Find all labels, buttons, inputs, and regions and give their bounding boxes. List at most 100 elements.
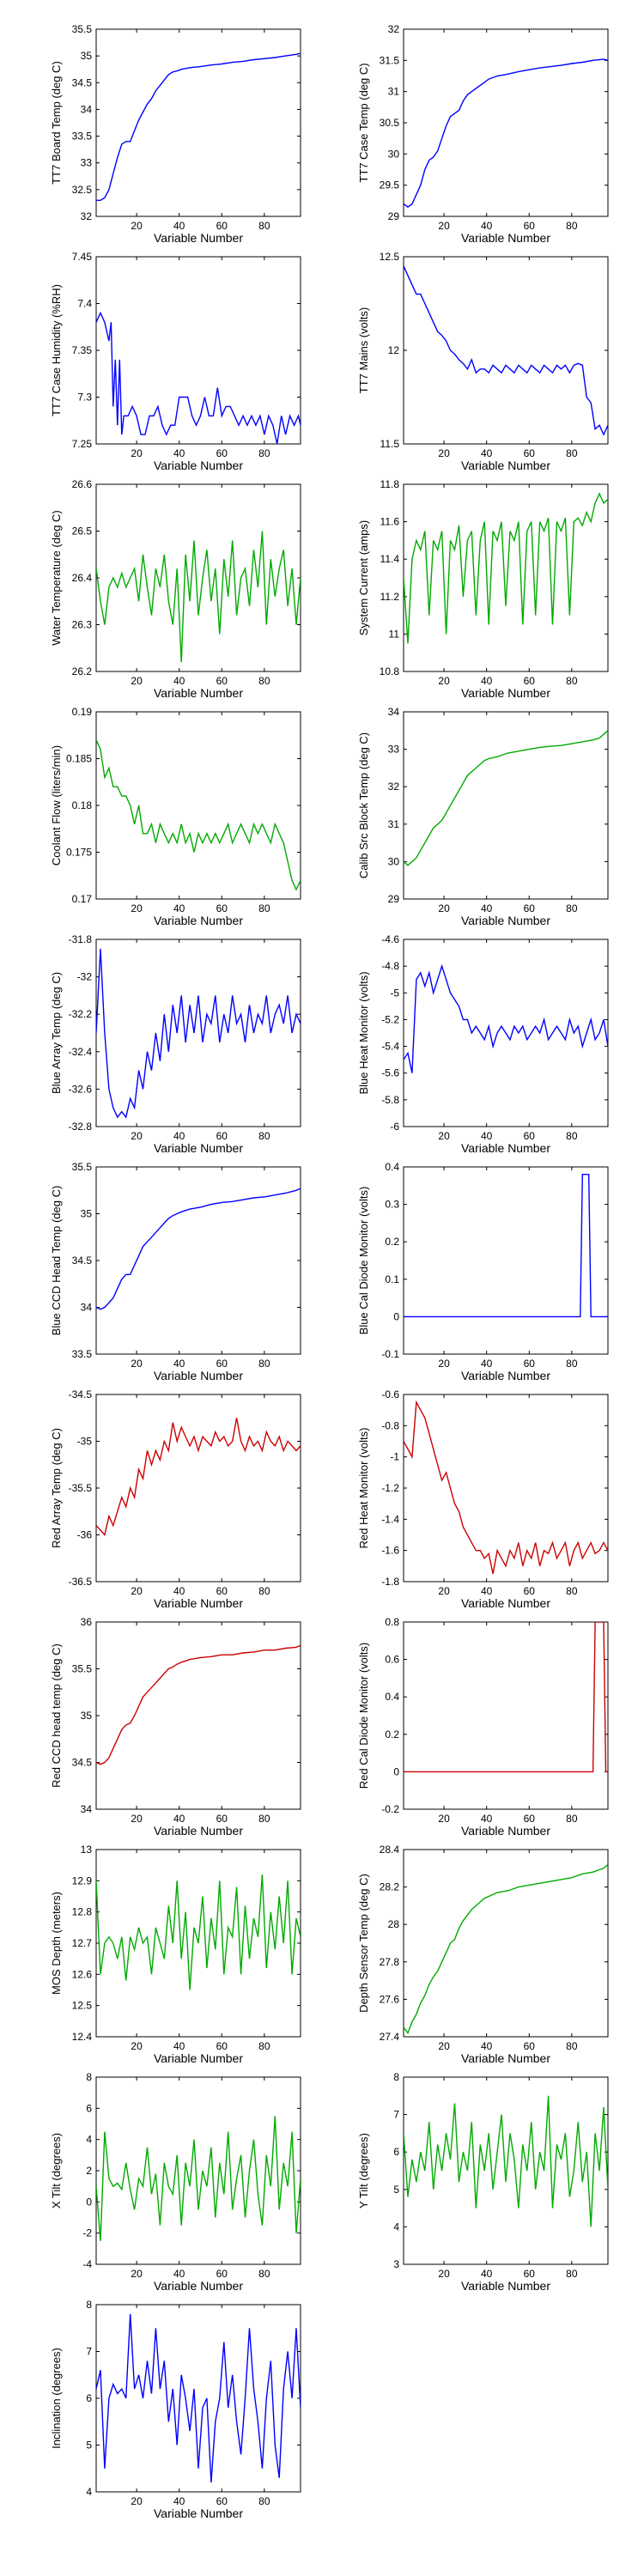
series-line <box>96 739 301 891</box>
y-tick-label: 27.4 <box>380 2031 400 2043</box>
y-tick-label: 32 <box>388 781 400 793</box>
y-tick-label: -2 <box>82 2227 92 2239</box>
x-tick-label: 80 <box>566 902 578 914</box>
y-tick-label: 34 <box>81 103 93 115</box>
y-axis-label: Blue Array Temp (deg C) <box>50 972 63 1094</box>
x-tick-label: 80 <box>258 1813 270 1825</box>
y-tick-label: -32.2 <box>69 1008 93 1020</box>
x-tick-label: 20 <box>131 2040 143 2052</box>
x-tick-label: 20 <box>438 220 450 232</box>
y-tick-label: 0.4 <box>385 1161 399 1173</box>
series-line <box>96 1418 301 1536</box>
x-tick-label: 20 <box>438 447 450 459</box>
x-tick-label: 20 <box>131 2268 143 2280</box>
y-axis-label: MOS Depth (meters) <box>50 1892 63 1995</box>
x-axis-label: Variable Number <box>154 231 243 245</box>
axes-frame <box>95 1394 301 1583</box>
x-tick-label: 40 <box>173 2040 185 2052</box>
x-axis-label: Variable Number <box>461 1369 550 1382</box>
subplot-9: -31.8 -32 -32.2 -32.4 -32.6 -32.8 20 40 60 80 Vari… <box>50 933 301 1155</box>
y-tick-label: 0.8 <box>385 1616 399 1628</box>
y-tick-label: 35.5 <box>72 1161 93 1173</box>
x-tick-label: 40 <box>481 220 493 232</box>
y-tick-label: 7.35 <box>72 344 93 356</box>
y-tick-label: -36 <box>77 1529 93 1541</box>
x-axis-label: Variable Number <box>154 914 243 927</box>
y-tick-label: 0 <box>393 1765 399 1777</box>
x-tick-label: 40 <box>481 1358 493 1370</box>
y-tick-label: 0.185 <box>66 753 92 765</box>
subplot-18: 28.4 28.2 28 27.8 27.6 27.4 20 40 60 80 Variable N… <box>357 1844 609 2065</box>
x-tick-label: 40 <box>481 1585 493 1597</box>
x-tick-label: 40 <box>173 1585 185 1597</box>
x-tick-label: 20 <box>131 675 143 687</box>
y-tick-label: -5.2 <box>381 1013 399 1025</box>
series-line <box>96 948 301 1119</box>
x-axis-label: Variable Number <box>461 914 550 927</box>
y-tick-label: 7.45 <box>72 251 93 263</box>
x-tick-label: 20 <box>438 1358 450 1370</box>
y-tick-label: 26.3 <box>72 619 93 631</box>
x-tick-label: 80 <box>258 1585 270 1597</box>
y-tick-label: 28.2 <box>380 1881 400 1893</box>
y-tick-label: 0 <box>393 1310 399 1322</box>
x-axis-label: Variable Number <box>154 459 243 472</box>
axes-frame <box>403 256 609 445</box>
y-tick-label: 26.6 <box>72 478 93 490</box>
axes-frame <box>95 711 301 900</box>
y-tick-label: -32.8 <box>69 1121 93 1133</box>
y-axis-label: TT7 Board Temp (deg C) <box>50 61 63 185</box>
x-tick-label: 60 <box>524 675 536 687</box>
y-tick-label: 8 <box>86 2299 92 2311</box>
y-tick-label: 34.5 <box>72 1255 93 1267</box>
x-tick-label: 80 <box>258 447 270 459</box>
subplot-11: 35.5 35 34.5 34 33.5 20 40 60 80 Variable Number B… <box>50 1161 301 1382</box>
y-tick-label: 35.5 <box>72 23 93 35</box>
x-axis-label: Variable Number <box>461 2051 550 2065</box>
y-axis-label: X Tilt (degrees) <box>50 2133 63 2208</box>
y-tick-label: 36 <box>81 1616 93 1628</box>
y-tick-label: 4 <box>86 2134 92 2146</box>
x-tick-label: 40 <box>173 2268 185 2280</box>
series-line <box>404 1863 608 2035</box>
x-tick-label: 80 <box>566 1130 578 1142</box>
y-tick-label: 29.5 <box>380 179 400 191</box>
x-axis-label: Variable Number <box>154 1596 243 1610</box>
y-tick-label: 0.175 <box>66 847 92 859</box>
y-tick-label: 33 <box>81 157 93 169</box>
x-tick-label: 20 <box>438 902 450 914</box>
y-tick-label: 28.4 <box>380 1844 400 1856</box>
x-tick-label: 60 <box>216 2495 228 2507</box>
y-axis-label: Coolant Flow (liters/min) <box>50 745 63 866</box>
subplot-8: 34 33 32 31 30 29 20 40 60 80 Variable Number Calib… <box>357 706 609 927</box>
y-tick-label: 11.8 <box>380 478 400 490</box>
series-line <box>96 1188 301 1310</box>
x-tick-label: 60 <box>524 1585 536 1597</box>
y-tick-label: 12 <box>388 344 400 356</box>
x-axis-label: Variable Number <box>461 1141 550 1155</box>
y-tick-label: 26.4 <box>72 572 93 584</box>
y-tick-label: -35.5 <box>69 1482 93 1494</box>
x-tick-label: 60 <box>216 447 228 459</box>
axes-frame <box>403 2076 609 2265</box>
y-tick-label: 33.5 <box>72 131 93 143</box>
y-tick-label: 12.8 <box>72 1906 93 1918</box>
x-tick-label: 80 <box>566 1813 578 1825</box>
series-line <box>404 730 608 866</box>
x-tick-label: 20 <box>131 1585 143 1597</box>
y-tick-label: 12.7 <box>72 1937 93 1949</box>
x-axis-label: Variable Number <box>461 231 550 245</box>
x-axis-label: Variable Number <box>154 1824 243 1838</box>
x-tick-label: 80 <box>566 447 578 459</box>
x-tick-label: 40 <box>173 220 185 232</box>
y-tick-label: 33.5 <box>72 1348 93 1360</box>
y-axis-label: System Current (amps) <box>357 520 370 635</box>
y-tick-label: 26.5 <box>72 526 93 538</box>
x-tick-label: 80 <box>258 1130 270 1142</box>
x-tick-label: 60 <box>524 902 536 914</box>
y-tick-label: 31 <box>388 86 400 98</box>
y-tick-label: 7 <box>86 2346 92 2358</box>
y-tick-label: -4 <box>82 2258 92 2270</box>
x-tick-label: 60 <box>216 220 228 232</box>
x-tick-label: 20 <box>131 220 143 232</box>
